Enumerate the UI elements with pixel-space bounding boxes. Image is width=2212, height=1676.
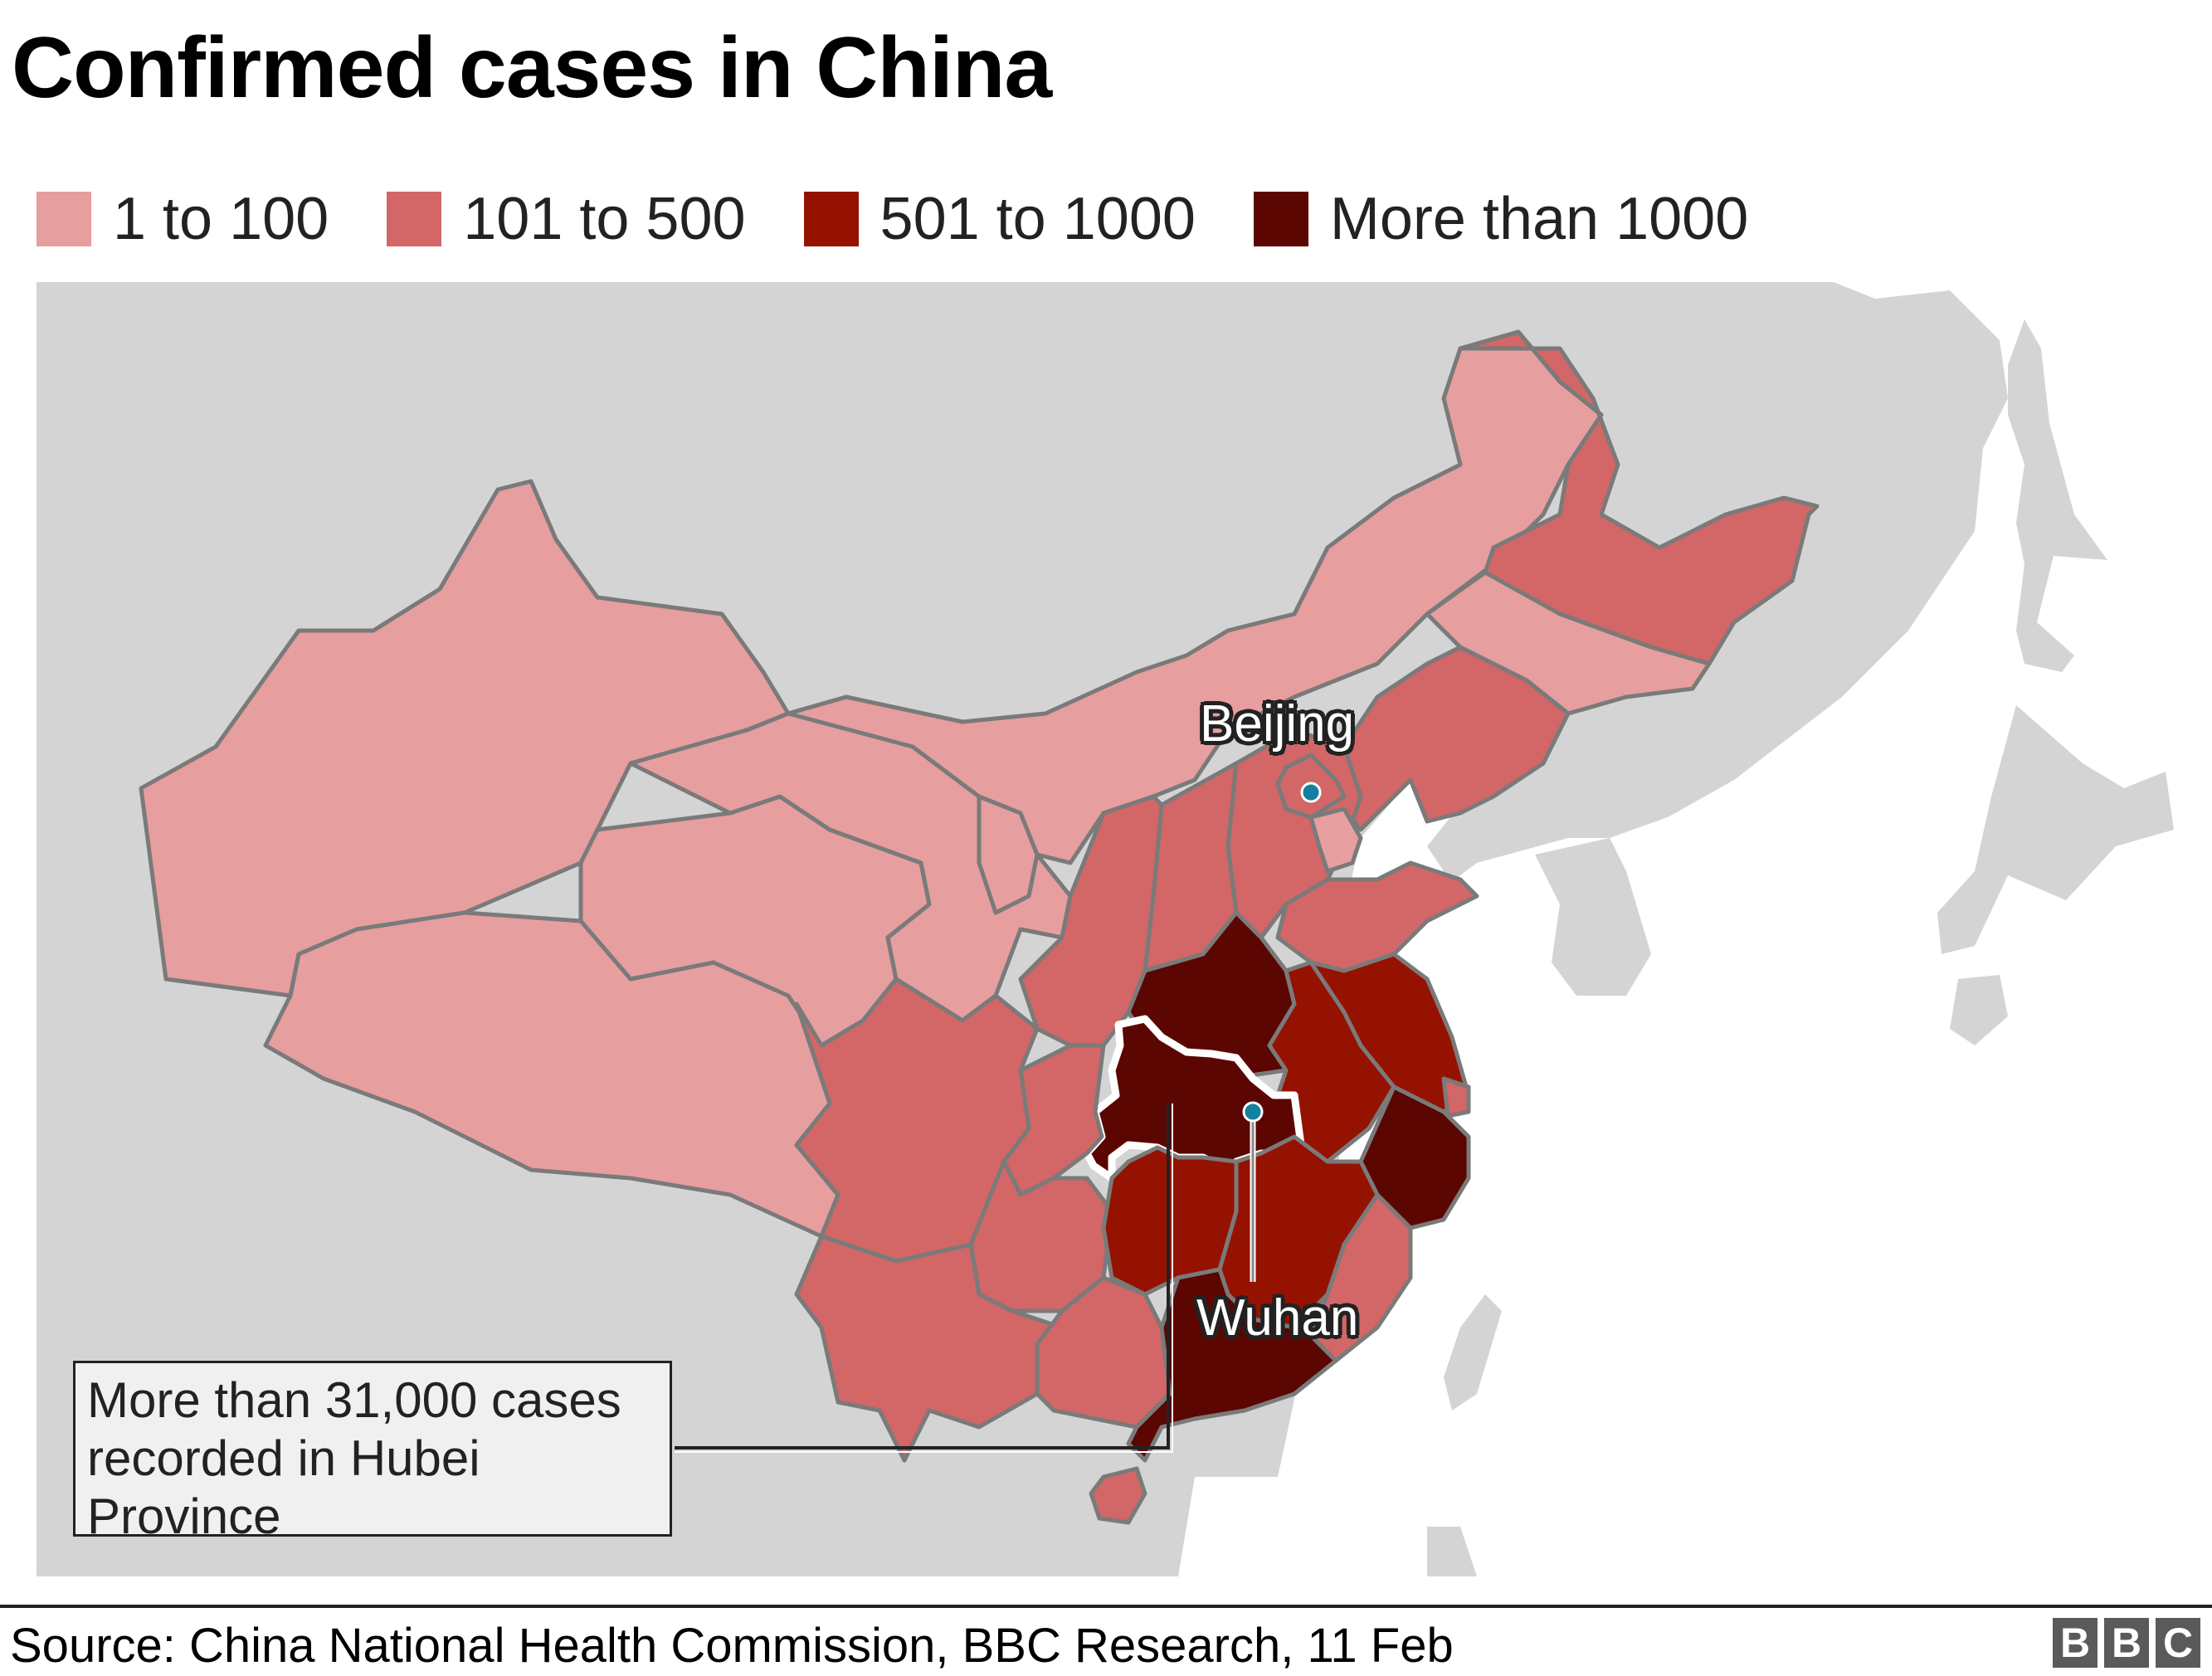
provinces bbox=[139, 329, 1820, 1525]
footer-divider bbox=[0, 1605, 2212, 1608]
legend-item-more-1000: More than 1000 bbox=[1253, 186, 1749, 252]
wuhan-dot-icon bbox=[1242, 1101, 1264, 1123]
province-ningxia bbox=[977, 794, 1040, 915]
wuhan-label: Wuhan bbox=[1196, 1289, 1359, 1347]
province-hainan bbox=[1089, 1466, 1147, 1525]
province-heilongjiang bbox=[1458, 329, 1820, 666]
legend: 1 to 100 101 to 500 501 to 1000 More tha… bbox=[37, 189, 1806, 249]
province-sichuan bbox=[794, 977, 1040, 1264]
province-yunnan bbox=[794, 1234, 1065, 1463]
legend-item-501-1000: 501 to 1000 bbox=[803, 186, 1196, 252]
beijing-dot-icon bbox=[1300, 782, 1322, 803]
hubei-callout: More than 31,000 cases recorded in Hubei… bbox=[73, 1361, 672, 1544]
legend-swatch-101-500 bbox=[387, 192, 442, 246]
province-shanghai bbox=[1441, 1076, 1471, 1118]
legend-label: 1 to 100 bbox=[113, 186, 329, 252]
province-xinjiang bbox=[139, 479, 791, 998]
legend-label: More than 1000 bbox=[1329, 186, 1749, 252]
beijing-label: Beijing bbox=[1200, 695, 1355, 753]
source-text: Source: China National Health Commission… bbox=[10, 1619, 1454, 1673]
chart-title: Confirmed cases in China bbox=[12, 20, 1052, 116]
province-guangdong bbox=[1126, 1267, 1338, 1463]
legend-item-1-100: 1 to 100 bbox=[37, 189, 329, 249]
province-shandong bbox=[1275, 860, 1479, 973]
legend-swatch-more-1000 bbox=[1253, 192, 1308, 246]
callout-leader-line bbox=[675, 1104, 1170, 1449]
legend-label: 101 to 500 bbox=[463, 186, 746, 252]
province-tianjin bbox=[1308, 806, 1363, 874]
bbc-logo-letter: C bbox=[2156, 1618, 2200, 1668]
legend-swatch-501-1000 bbox=[803, 192, 859, 246]
legend-label: 501 to 1000 bbox=[879, 186, 1196, 252]
legend-item-101-500: 101 to 500 bbox=[387, 186, 746, 252]
legend-swatch-1-100 bbox=[37, 192, 91, 246]
province-jilin bbox=[1425, 570, 1712, 716]
bbc-logo: B B C bbox=[2046, 1618, 2200, 1668]
bbc-logo-letter: B bbox=[2104, 1618, 2149, 1668]
bbc-logo-letter: B bbox=[2053, 1618, 2098, 1668]
